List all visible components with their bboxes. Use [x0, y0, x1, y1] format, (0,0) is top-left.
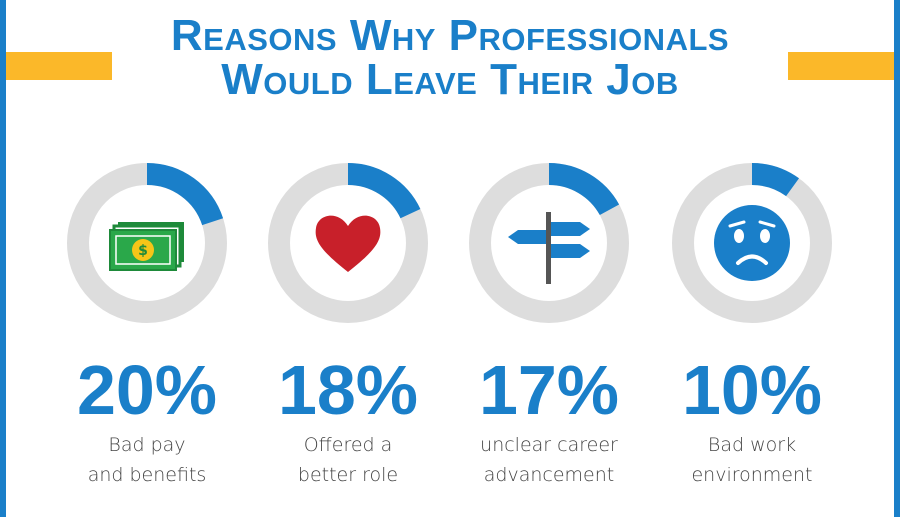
category-label: Bad work environment	[691, 434, 813, 486]
chart-title: Reasons Why Professionals Would Leave Th…	[170, 11, 730, 104]
money-icon: $	[109, 222, 184, 271]
value-label: 17%	[478, 351, 620, 429]
right-border	[894, 0, 900, 517]
donut-segment	[347, 163, 421, 219]
category-label: unclear career advancement	[480, 434, 618, 486]
svg-text:$: $	[138, 243, 148, 259]
left-accent	[6, 52, 112, 80]
category-label: Bad pay and benefits	[87, 434, 207, 486]
value-label: 10%	[681, 351, 823, 429]
value-label: 20%	[76, 351, 218, 429]
donut-segment	[146, 163, 224, 226]
value-label: 18%	[277, 351, 419, 429]
left-border	[0, 0, 6, 517]
category-label: Offered a better role	[297, 434, 399, 486]
right-accent	[788, 52, 894, 80]
donut-segment	[548, 163, 620, 216]
signpost-icon	[508, 212, 590, 284]
sad-face-icon	[714, 205, 790, 281]
donut-segment	[751, 163, 800, 197]
heart-icon	[315, 215, 381, 272]
